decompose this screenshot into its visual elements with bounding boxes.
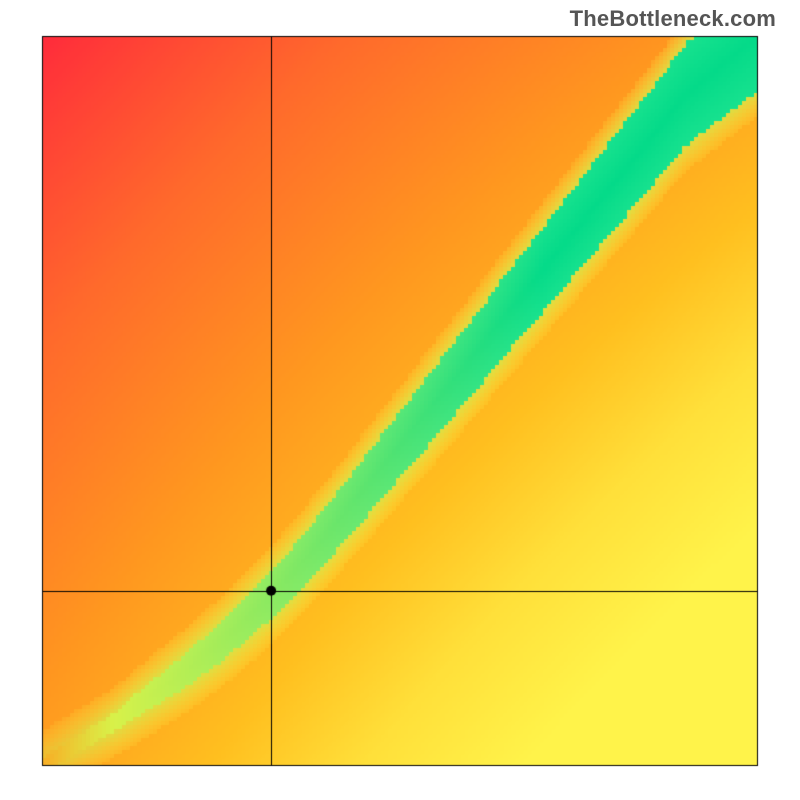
heatmap-chart: [0, 0, 800, 800]
watermark-text: TheBottleneck.com: [570, 6, 776, 32]
chart-container: TheBottleneck.com: [0, 0, 800, 800]
